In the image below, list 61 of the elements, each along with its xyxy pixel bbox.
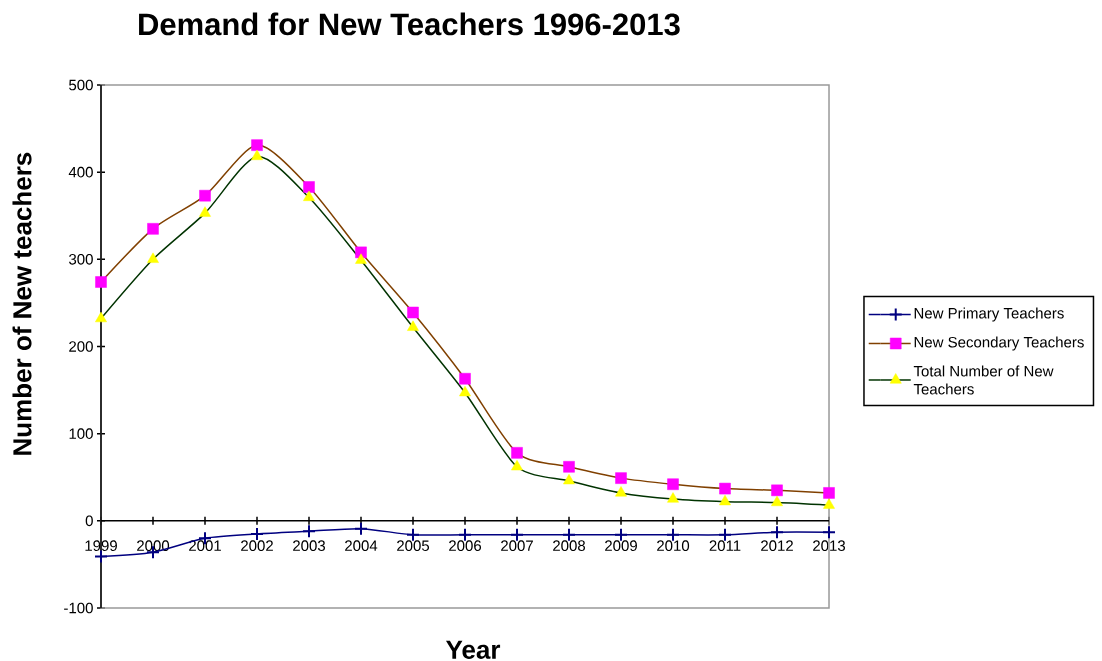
y-tick-label: 100 — [69, 428, 93, 439]
point — [251, 139, 263, 151]
point — [615, 472, 627, 484]
x-axis-title: Year — [445, 640, 501, 659]
x-tick-label: 2005 — [397, 540, 430, 551]
point — [771, 484, 783, 497]
point — [771, 495, 783, 507]
point — [355, 253, 367, 264]
y-tick-label: -100 — [64, 602, 93, 614]
point — [199, 189, 211, 202]
point — [407, 320, 419, 331]
point — [95, 311, 107, 323]
x-tick-label: 2004 — [345, 540, 378, 551]
point — [719, 482, 731, 495]
x-tick-label: 2008 — [553, 540, 586, 551]
point — [303, 190, 315, 201]
point — [719, 494, 731, 506]
point — [822, 525, 837, 540]
x-tick-label: 2013 — [813, 540, 846, 551]
point — [511, 447, 523, 459]
y-axis-title: Number of New teachers — [12, 152, 32, 455]
y-tick-label: 200 — [69, 341, 93, 352]
point — [251, 149, 263, 160]
x-tick-label: 2001 — [189, 540, 221, 551]
x-tick-label: 2012 — [761, 540, 793, 551]
point — [823, 498, 835, 509]
legend-label: New Primary Teachers — [914, 307, 1064, 322]
point — [563, 473, 575, 485]
point — [303, 181, 315, 193]
point — [563, 461, 575, 473]
point — [459, 373, 471, 385]
point — [302, 524, 316, 539]
point — [354, 521, 369, 536]
point — [615, 486, 627, 497]
point — [407, 306, 419, 319]
y-tick-label: 400 — [68, 166, 93, 178]
chart-title: Demand for New Teachers 1996-2013 — [139, 12, 680, 36]
x-tick-label: 2002 — [241, 540, 273, 551]
point — [459, 385, 471, 397]
point — [667, 478, 679, 490]
point — [823, 487, 835, 499]
point — [250, 526, 264, 541]
point — [667, 492, 679, 503]
point — [199, 206, 211, 217]
y-tick-label: 300 — [69, 254, 93, 265]
point — [511, 460, 523, 471]
x-tick-label: 2006 — [449, 540, 482, 551]
x-tick-label: 2003 — [293, 540, 326, 551]
x-tick-label: 2007 — [501, 540, 533, 551]
x-tick-label: 2000 — [137, 540, 170, 551]
y-tick-label: 0 — [85, 515, 93, 527]
legend-label: New Secondary Teachers — [914, 336, 1084, 351]
point — [95, 276, 107, 288]
point — [147, 223, 159, 235]
point — [770, 525, 785, 540]
legend-label: Total Number of New Teachers — [913, 365, 1054, 395]
x-tick-label: 2011 — [709, 540, 741, 551]
y-tick-label: 500 — [69, 79, 93, 91]
point — [147, 252, 159, 263]
x-tick-label: 2009 — [605, 540, 637, 551]
x-tick-label: 2010 — [657, 540, 690, 551]
